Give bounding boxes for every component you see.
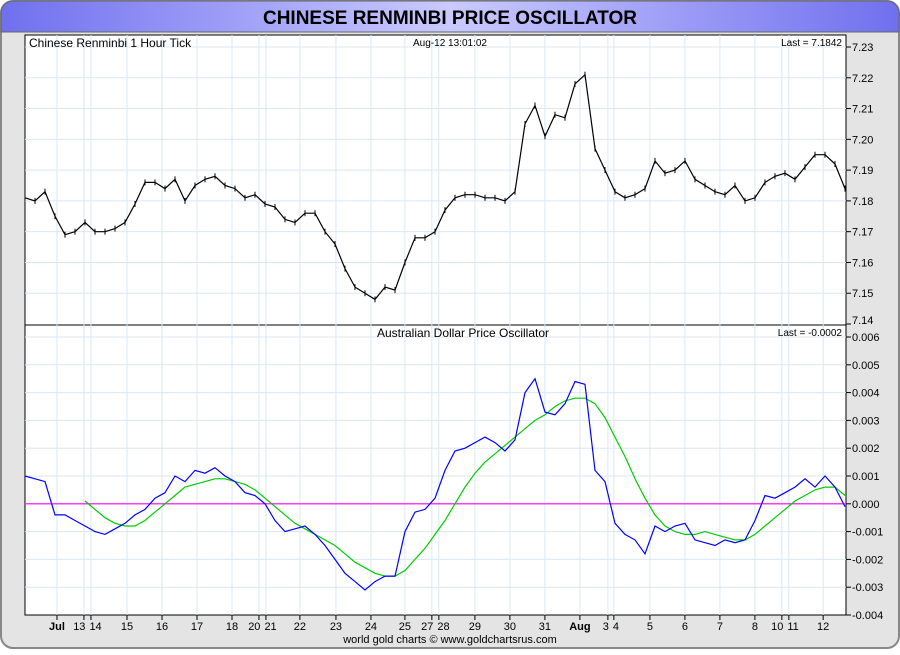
oscillator-line (24, 377, 846, 591)
x-tick-label: Aug (569, 621, 590, 633)
x-tick-label: 8 (752, 621, 758, 633)
timestamp: Aug-12 13:01:02 (413, 38, 487, 49)
x-tick-label: 15 (121, 621, 133, 633)
y-tick-label: 0.004 (852, 388, 880, 400)
chart-title: CHINESE RENMINBI PRICE OSCILLATOR (263, 8, 637, 29)
x-tick-label: 27 (421, 621, 433, 633)
y-tick-label: 0.002 (852, 443, 880, 455)
oscillator-last-label: Last = -0.0002 (778, 328, 843, 339)
y-tick-label: 0.000 (852, 499, 880, 511)
x-tick-label: Jul (49, 621, 65, 633)
signal-line (84, 397, 846, 577)
x-tick-label: 6 (682, 621, 688, 633)
x-tick-label: 22 (294, 621, 306, 633)
y-tick-label: 7.14 (852, 315, 873, 327)
price-last-label: Last = 7.1842 (781, 38, 842, 49)
price-panel-title: Chinese Renminbi 1 Hour Tick (29, 36, 192, 50)
y-tick-label: 7.20 (852, 134, 873, 146)
x-tick-label: 18 (226, 621, 238, 633)
y-tick-label: -0.004 (852, 610, 883, 622)
y-tick-label: -0.002 (852, 554, 883, 566)
x-tick-label: 30 (504, 621, 516, 633)
y-tick-label: -0.003 (852, 582, 883, 594)
oscillator-panel-title: Australian Dollar Price Oscillator (377, 326, 549, 340)
y-tick-label: 7.21 (852, 104, 873, 116)
x-tick-label: 14 (89, 621, 101, 633)
x-tick-label: 29 (469, 621, 481, 633)
x-tick-label: 25 (399, 621, 411, 633)
y-tick-label: 7.15 (852, 288, 873, 300)
y-tick-label: 7.17 (852, 227, 873, 239)
x-tick-label: 13 (73, 621, 85, 633)
x-tick-label: 12 (817, 621, 829, 633)
y-tick-label: 0.005 (852, 360, 880, 372)
grid-lines (25, 35, 846, 615)
x-tick-label: 4 (613, 621, 619, 633)
y-tick-label: 7.19 (852, 165, 873, 177)
x-tick-label: 31 (539, 621, 551, 633)
x-tick-label: 3 (603, 621, 609, 633)
y-tick-label: -0.001 (852, 527, 883, 539)
x-tick-label: 23 (330, 621, 342, 633)
price-panel (24, 34, 847, 326)
x-tick-label: 20 (248, 621, 260, 633)
oscillator-panel (24, 324, 847, 616)
y-tick-label: 7.23 (852, 42, 873, 54)
x-tick-label: 28 (437, 621, 449, 633)
x-tick-label: 21 (264, 621, 276, 633)
x-tick-label: 24 (365, 621, 377, 633)
title-bar (0, 0, 900, 33)
y-tick-label: 7.18 (852, 196, 873, 208)
x-tick-label: 5 (647, 621, 653, 633)
y-tick-label: 0.006 (852, 332, 880, 344)
footer-credit: world gold charts © www.goldchartsrus.co… (342, 634, 557, 646)
y-tick-label: 7.16 (852, 257, 873, 269)
y-tick-label: 7.22 (852, 73, 873, 85)
x-tick-label: 17 (191, 621, 203, 633)
y-tick-label: 0.001 (852, 471, 880, 483)
x-tick-label: 10 (771, 621, 783, 633)
price-line (24, 73, 846, 301)
x-tick-label: 7 (717, 621, 723, 633)
x-tick-label: 16 (156, 621, 168, 633)
x-tick-label: 11 (787, 621, 798, 633)
y-tick-label: 0.003 (852, 415, 880, 427)
